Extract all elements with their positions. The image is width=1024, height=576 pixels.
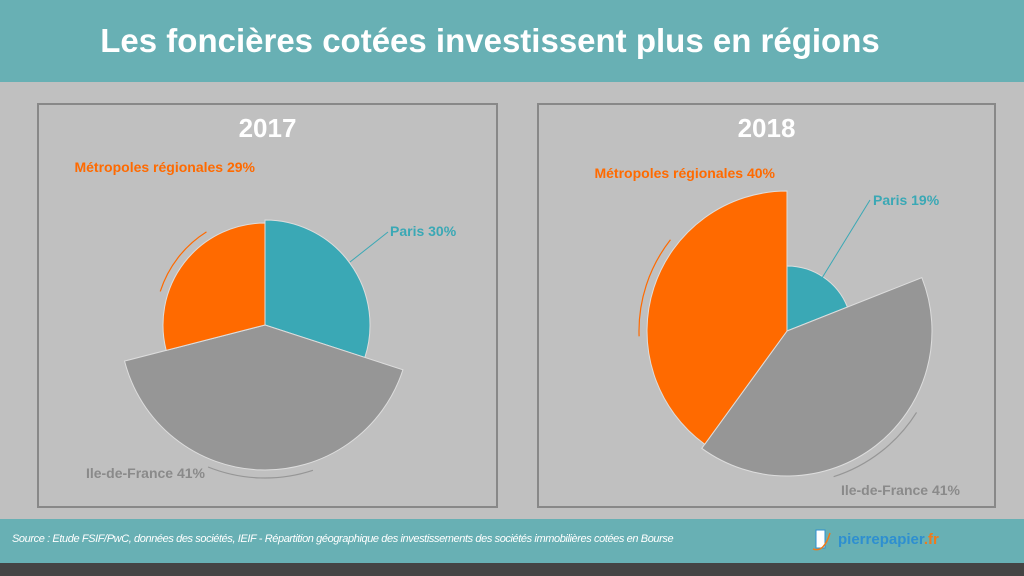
bottom-bar <box>0 563 1024 576</box>
leader-line <box>349 231 389 263</box>
label-bracket <box>833 412 918 478</box>
chart-title-2018: 2018 <box>737 113 796 143</box>
data-label: Paris 30% <box>390 223 457 239</box>
pie-slice-2018-2 <box>646 190 788 445</box>
footer-bar: Source : Etude FSIF/PwC, données des soc… <box>0 519 1024 563</box>
data-label: Ile-de-France 41% <box>841 482 961 498</box>
pie-slice-2017-2 <box>162 222 266 351</box>
pie-slice-2017-0 <box>264 219 371 359</box>
chart-title-2017: 2017 <box>238 113 297 143</box>
pie-slice-2018-0 <box>786 265 849 332</box>
logo-icon <box>812 529 831 551</box>
pie-slice-2017-1 <box>123 324 404 471</box>
label-bracket <box>638 239 671 337</box>
page-title: Les foncières cotées investissent plus e… <box>100 22 880 59</box>
data-label: Paris 19% <box>873 192 940 208</box>
logo: pierrepapier.fr <box>810 527 939 553</box>
chart-frame-2017: 2017 <box>37 103 498 508</box>
logo-tld: .fr <box>923 531 939 548</box>
pie-slice-2018-1 <box>701 276 933 477</box>
header-bar: Les foncières cotées investissent plus e… <box>0 0 1024 82</box>
leader-line <box>821 199 871 279</box>
data-label: Métropoles régionales 40% <box>594 165 775 181</box>
label-bracket <box>159 231 207 292</box>
chart-frame-2018: 2018 <box>537 103 996 508</box>
data-label: Métropoles régionales 29% <box>74 159 255 175</box>
label-bracket <box>207 466 314 479</box>
source-note: Source : Etude FSIF/PwC, données des soc… <box>12 533 674 545</box>
logo-text: pierrepapier <box>838 531 924 548</box>
data-label: Ile-de-France 41% <box>86 465 206 481</box>
